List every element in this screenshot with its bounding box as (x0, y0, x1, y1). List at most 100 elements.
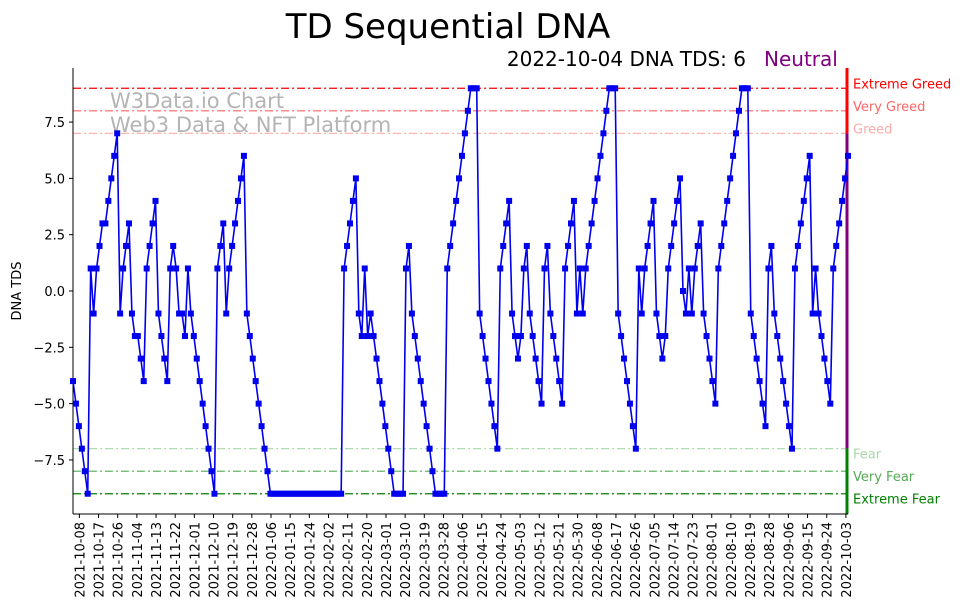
data-point (682, 310, 689, 317)
x-tick-label: 2022-02-20 (361, 522, 376, 598)
data-point (556, 378, 563, 385)
data-point (223, 310, 230, 317)
x-tick-label: 2022-06-17 (610, 522, 625, 598)
x-tick-label: 2022-08-19 (744, 522, 759, 598)
data-point (718, 242, 725, 249)
data-point (685, 265, 692, 272)
data-point (744, 85, 751, 92)
data-point (102, 220, 109, 227)
y-tick-label: −5.0 (33, 398, 65, 413)
data-point (376, 378, 383, 385)
y-tick-label: 5.0 (44, 172, 65, 187)
data-point (491, 423, 498, 430)
data-point (75, 423, 82, 430)
x-tick-label: 2022-08-10 (725, 522, 740, 598)
data-point (111, 152, 118, 159)
data-point (824, 378, 831, 385)
data-point (179, 310, 186, 317)
data-point (344, 242, 351, 249)
data-point (346, 220, 353, 227)
data-point (512, 333, 519, 340)
data-point (500, 242, 507, 249)
data-point (821, 355, 828, 362)
data-point (700, 310, 707, 317)
data-point (671, 220, 678, 227)
data-point (364, 333, 371, 340)
data-point (261, 445, 268, 452)
data-point (181, 333, 188, 340)
data-point (588, 220, 595, 227)
x-tick-label: 2022-02-11 (342, 522, 357, 598)
data-point (650, 197, 657, 204)
data-point (255, 400, 262, 407)
x-tick-label: 2022-06-26 (629, 522, 644, 598)
data-point (382, 423, 389, 430)
x-tick-label: 2022-05-03 (514, 522, 529, 598)
data-point (450, 220, 457, 227)
x-tick-label: 2022-06-08 (591, 522, 606, 598)
data-point (777, 355, 784, 362)
data-point (724, 197, 731, 204)
data-point (93, 265, 100, 272)
data-point (794, 242, 801, 249)
data-point (520, 265, 527, 272)
data-point (541, 265, 548, 272)
data-point (806, 152, 813, 159)
data-point (730, 152, 737, 159)
data-point (809, 310, 816, 317)
data-points (70, 85, 851, 497)
x-tick-label: 2022-09-15 (802, 522, 817, 598)
data-point (211, 490, 218, 497)
x-tick-label: 2022-10-03 (840, 522, 855, 598)
data-point (96, 242, 103, 249)
data-point (149, 220, 156, 227)
data-point (789, 445, 796, 452)
data-point (791, 265, 798, 272)
data-point (517, 333, 524, 340)
data-point (668, 242, 675, 249)
data-point (482, 355, 489, 362)
data-point (441, 490, 448, 497)
data-point (217, 242, 224, 249)
data-point (417, 378, 424, 385)
data-point (647, 220, 654, 227)
level-label-fear: Fear (853, 448, 882, 463)
y-tick-label: 2.5 (44, 229, 65, 244)
x-tick-label: 2022-03-28 (437, 522, 452, 598)
data-point (137, 355, 144, 362)
data-point (456, 175, 463, 182)
x-tick-label: 2021-10-17 (93, 522, 108, 598)
data-point (72, 400, 79, 407)
data-point (656, 333, 663, 340)
data-point (226, 265, 233, 272)
x-tick-label: 2022-07-23 (687, 522, 702, 598)
data-point (453, 197, 460, 204)
data-point (641, 265, 648, 272)
data-point (400, 490, 407, 497)
data-point (762, 423, 769, 430)
data-point (506, 197, 513, 204)
data-point (379, 400, 386, 407)
x-tick-label: 2022-05-30 (572, 522, 587, 598)
data-point (623, 378, 630, 385)
data-point (514, 355, 521, 362)
data-point (629, 423, 636, 430)
data-point (706, 355, 713, 362)
data-point (128, 310, 135, 317)
data-point (562, 265, 569, 272)
data-point (570, 197, 577, 204)
data-point (125, 220, 132, 227)
data-point (370, 333, 377, 340)
data-point (349, 197, 356, 204)
data-point (164, 378, 171, 385)
data-point (78, 445, 85, 452)
data-point (184, 265, 191, 272)
x-tick-label: 2021-12-10 (208, 522, 223, 598)
data-point (243, 310, 250, 317)
data-point (199, 400, 206, 407)
x-ticks: 2021-10-08 2021-10-17 2021-10-26 2021-11-04… (73, 514, 855, 598)
data-point (688, 310, 695, 317)
data-point (797, 220, 804, 227)
data-point (535, 378, 542, 385)
